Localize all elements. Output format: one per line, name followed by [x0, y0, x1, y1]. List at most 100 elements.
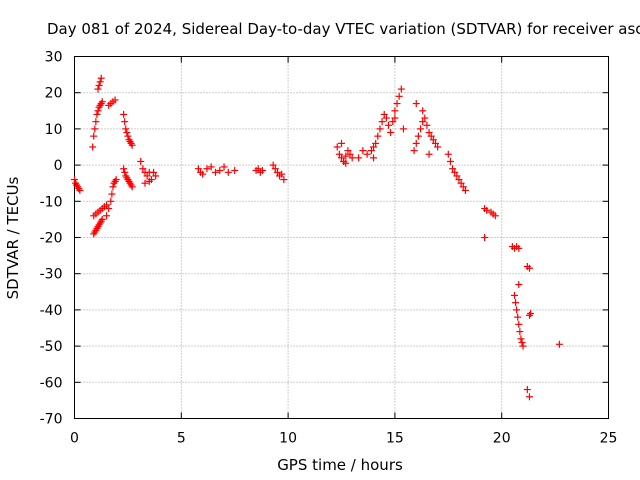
data-point: [389, 118, 397, 126]
x-tick-label: 25: [600, 431, 618, 447]
data-point: [92, 118, 100, 126]
data-point: [338, 154, 345, 162]
data-point: [367, 147, 375, 155]
data-point: [346, 150, 354, 158]
data-point: [273, 168, 281, 176]
data-point: [387, 129, 395, 137]
data-point: [269, 161, 277, 169]
data-point: [410, 147, 418, 155]
data-point: [93, 110, 101, 118]
data-point: [94, 85, 102, 93]
data-point: [137, 157, 145, 165]
data-point: [397, 85, 405, 93]
data-point: [278, 170, 286, 178]
y-tick-label: -40: [40, 303, 63, 319]
data-point: [194, 165, 202, 173]
y-tick-label: 0: [54, 158, 63, 174]
data-point: [359, 147, 367, 155]
data-point: [518, 338, 526, 346]
data-point: [338, 139, 345, 147]
data-point: [120, 165, 128, 173]
data-point: [449, 165, 457, 173]
data-point: [374, 132, 382, 140]
x-tick-label: 5: [177, 431, 186, 447]
data-point: [348, 154, 356, 162]
data-point: [211, 168, 219, 176]
data-point: [71, 176, 78, 184]
data-point: [128, 141, 136, 149]
data-point: [455, 176, 463, 184]
y-tick-label: 30: [45, 50, 63, 66]
data-point: [453, 172, 461, 180]
y-tick-label: -70: [40, 412, 63, 428]
data-point: [412, 100, 420, 108]
data-point: [342, 152, 350, 160]
data-point: [280, 176, 288, 184]
data-point: [344, 147, 352, 155]
data-point: [527, 310, 535, 318]
data-point: [220, 163, 228, 171]
axis-ticks: [74, 56, 609, 419]
data-point: [514, 313, 522, 321]
data-point: [459, 183, 467, 191]
data-point: [370, 143, 378, 151]
data-point: [109, 183, 117, 191]
data-point: [139, 165, 147, 173]
data-point: [150, 168, 158, 176]
data-point: [258, 167, 266, 175]
data-point: [271, 165, 279, 173]
data-point: [203, 165, 211, 173]
data-point: [128, 183, 136, 191]
data-point: [95, 81, 103, 89]
y-tick-label: -10: [40, 194, 63, 210]
data-point: [121, 168, 129, 176]
data-point: [446, 157, 454, 165]
data-point: [515, 320, 523, 328]
data-point: [414, 132, 422, 140]
data-point: [199, 170, 207, 178]
data-point: [254, 165, 262, 173]
data-point: [511, 291, 519, 299]
data-point: [335, 150, 343, 158]
data-point: [444, 150, 452, 158]
x-tick-label: 10: [279, 431, 297, 447]
data-point: [103, 201, 111, 209]
data-point: [145, 177, 153, 185]
data-point: [525, 393, 533, 401]
data-point: [421, 114, 429, 122]
data-point: [525, 311, 533, 319]
y-tick-label: -60: [40, 375, 63, 391]
tick-labels: -70 -60 -50 -40 -30 -20 -10 0 10 20 30 0 5 10 15 20 25: [40, 50, 618, 447]
data-point: [515, 281, 523, 289]
data-point: [96, 78, 104, 86]
data-point: [224, 168, 232, 176]
data-point: [512, 299, 520, 307]
data-point: [112, 176, 120, 184]
data-point: [376, 125, 384, 133]
data-point: [216, 167, 224, 175]
data-point: [519, 342, 527, 350]
data-point: [90, 132, 98, 140]
data-point: [97, 74, 105, 82]
data-point: [419, 107, 427, 115]
data-point: [103, 212, 111, 220]
y-axis-label: SDTVAR / TECUs: [4, 176, 22, 299]
data-point: [491, 212, 499, 220]
data-point: [382, 114, 390, 122]
data-point: [425, 150, 433, 158]
data-point: [231, 167, 239, 175]
data-point: [372, 139, 380, 147]
data-point: [393, 100, 401, 108]
x-tick-label: 0: [70, 431, 79, 447]
data-point: [434, 143, 442, 151]
data-point: [525, 264, 533, 272]
data-point: [417, 125, 425, 133]
x-tick-label: 15: [386, 431, 404, 447]
data-point: [451, 168, 459, 176]
data-point: [94, 107, 102, 115]
data-point: [378, 118, 386, 126]
data-point: [457, 179, 465, 187]
data-point: [523, 386, 531, 394]
data-point: [143, 172, 151, 180]
